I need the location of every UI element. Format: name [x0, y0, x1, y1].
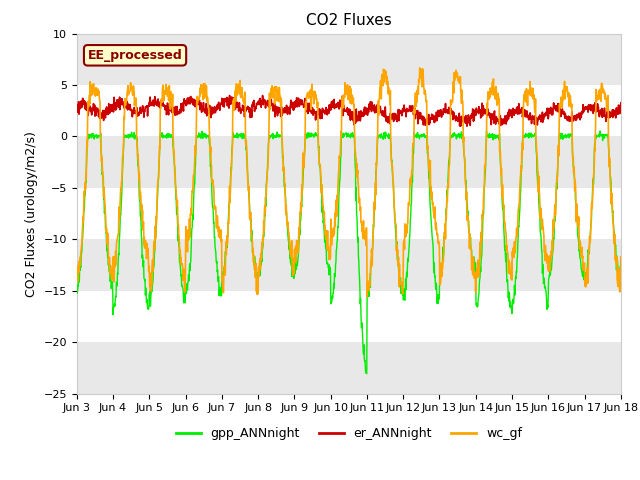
- Bar: [77, 342, 621, 394]
- Bar: [77, 188, 621, 240]
- Text: EE_processed: EE_processed: [88, 49, 182, 62]
- Legend: gpp_ANNnight, er_ANNnight, wc_gf: gpp_ANNnight, er_ANNnight, wc_gf: [171, 422, 527, 445]
- Bar: [77, 85, 621, 136]
- Bar: [77, 240, 621, 291]
- Bar: [77, 136, 621, 188]
- Bar: [77, 291, 621, 342]
- Y-axis label: CO2 Fluxes (urology/m2/s): CO2 Fluxes (urology/m2/s): [25, 131, 38, 297]
- Bar: [77, 34, 621, 85]
- Title: CO2 Fluxes: CO2 Fluxes: [306, 13, 392, 28]
